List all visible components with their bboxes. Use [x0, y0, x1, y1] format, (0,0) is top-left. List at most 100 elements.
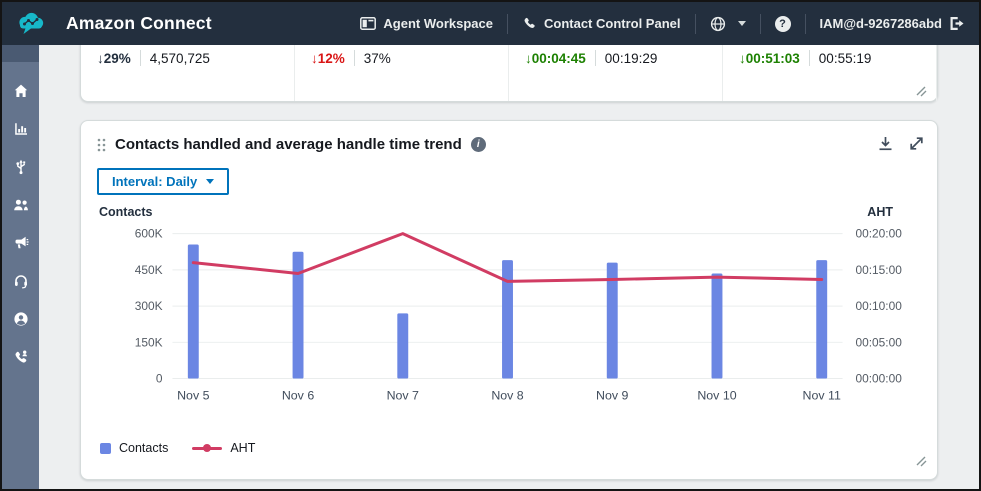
left-axis-tick: 450K	[135, 263, 163, 277]
x-axis-tick: Nov 5	[177, 388, 209, 402]
sign-out-icon[interactable]	[949, 16, 965, 31]
users-icon[interactable]	[13, 197, 29, 213]
aht-swatch-icon	[192, 444, 223, 452]
aht-line	[191, 232, 824, 283]
interval-dropdown[interactable]: Interval: Daily	[97, 168, 230, 195]
metric-percentage: 33% ↓12% 37%	[295, 45, 509, 101]
chart-actions	[877, 135, 925, 152]
metric-compare-value: 37%	[363, 50, 391, 66]
x-axis-tick: Nov 10	[697, 388, 736, 402]
metric-queue-time: 00:53:46 ↓00:51:03 00:55:19	[723, 45, 937, 101]
right-axis-tick: 00:15:00	[855, 263, 902, 277]
nav-separator	[804, 13, 806, 34]
metric-compare-value: 4,570,725	[149, 50, 210, 66]
app-title: Amazon Connect	[66, 13, 212, 33]
metric-delta: ↓29%	[97, 50, 131, 66]
summary-metrics-card: 3,246,425 ↓29% 4,570,725 33% ↓12% 37%	[80, 45, 938, 102]
contact-control-panel-label: Contact Control Panel	[543, 16, 681, 31]
card-resize-handle[interactable]	[915, 85, 927, 97]
metrics-icon[interactable]	[13, 121, 29, 137]
dashboard-content: 3,246,425 ↓29% 4,570,725 33% ↓12% 37%	[39, 45, 979, 489]
chevron-down-icon	[206, 179, 215, 184]
top-header: Amazon Connect Agent Workspace Contact C…	[2, 2, 979, 45]
trend-chart: 600K 00:20:00 450K 00:15:00 300K 00:10:00 150K…	[135, 227, 902, 403]
metric-big-value: 3,246,425	[97, 45, 284, 46]
legend-item-aht[interactable]: AHT	[192, 441, 255, 455]
metric-divider	[808, 50, 810, 66]
metric-divider	[594, 50, 596, 66]
card-resize-handle[interactable]	[915, 455, 927, 467]
customer-profiles-icon[interactable]	[13, 311, 29, 327]
contacts-bar	[187, 244, 199, 379]
chart-title: Contacts handled and average handle time…	[115, 136, 462, 153]
nav-separator	[506, 13, 508, 34]
x-axis-tick: Nov 9	[596, 388, 628, 402]
right-axis-tick: 00:00:00	[855, 372, 902, 386]
contact-control-panel-nav[interactable]: Contact Control Panel	[522, 16, 681, 31]
legend-contacts-label: Contacts	[119, 441, 169, 455]
main-area: 3,246,425 ↓29% 4,570,725 33% ↓12% 37%	[2, 45, 979, 489]
right-axis-tick: 00:10:00	[855, 299, 902, 313]
metric-big-value: 00:53:46	[739, 45, 926, 46]
globe-icon	[710, 16, 725, 31]
metric-compare-value: 00:19:29	[604, 50, 658, 66]
interval-label: Interval: Daily	[112, 174, 198, 189]
metric-delta: ↓00:51:03	[739, 50, 800, 66]
nav-separator	[759, 13, 761, 34]
legend-item-contacts[interactable]: Contacts	[100, 441, 168, 455]
x-axis-tick: Nov 8	[491, 388, 523, 402]
phone-icon	[524, 17, 535, 28]
trend-chart-card: Contacts handled and average handle time…	[80, 120, 938, 480]
left-axis-tick: 600K	[135, 227, 163, 241]
campaigns-megaphone-icon[interactable]	[13, 235, 29, 251]
user-id-label: IAM@d-9267286abd	[819, 16, 943, 31]
help-button[interactable]: ?	[774, 15, 791, 32]
metric-compare-value: 00:55:19	[818, 50, 872, 66]
chart-legend: Contacts AHT	[97, 441, 921, 455]
agent-workspace-nav[interactable]: Agent Workspace	[360, 16, 493, 31]
contacts-bar	[606, 262, 618, 379]
nav-separator	[694, 13, 696, 34]
home-icon[interactable]	[13, 83, 29, 99]
agent-workspace-label: Agent Workspace	[383, 16, 493, 31]
routing-icon[interactable]	[13, 159, 29, 175]
axis-labels: Contacts AHT	[99, 205, 893, 219]
left-axis-tick: 300K	[135, 299, 163, 313]
contacts-bar	[292, 251, 304, 379]
contacts-bar	[502, 260, 513, 379]
metric-divider	[139, 50, 141, 66]
amazon-connect-logo-icon[interactable]	[14, 9, 50, 39]
top-nav: Agent Workspace Contact Control Panel	[360, 13, 966, 34]
drag-handle-icon[interactable]	[97, 138, 106, 152]
download-icon[interactable]	[877, 135, 894, 152]
chevron-down-icon	[737, 21, 746, 26]
contacts-swatch-icon	[100, 442, 111, 454]
right-axis-tick: 00:20:00	[855, 227, 902, 241]
agents-headset-icon[interactable]	[13, 273, 29, 289]
x-axis-tick: Nov 7	[387, 388, 419, 402]
right-axis-label: AHT	[867, 205, 893, 219]
metric-divider	[353, 50, 355, 66]
left-axis-tick: 0	[156, 372, 163, 386]
left-axis-label: Contacts	[99, 205, 153, 219]
language-selector[interactable]	[710, 16, 746, 32]
metric-delta: ↓00:04:45	[525, 50, 586, 66]
left-sidebar	[2, 45, 39, 489]
contacts-phone-icon[interactable]	[13, 349, 29, 365]
legend-aht-label: AHT	[230, 441, 256, 455]
workspace-icon	[360, 17, 377, 30]
x-axis-tick: Nov 6	[282, 388, 314, 402]
help-icon: ?	[774, 15, 791, 32]
info-icon[interactable]: i	[470, 137, 486, 152]
user-account[interactable]: IAM@d-9267286abd	[820, 16, 966, 31]
left-axis-tick: 150K	[135, 335, 163, 349]
x-axis-tick: Nov 11	[803, 388, 841, 402]
chart-header: Contacts handled and average handle time…	[97, 136, 921, 153]
right-axis-tick: 00:05:00	[855, 335, 902, 349]
expand-icon[interactable]	[908, 135, 925, 152]
contacts-bar	[816, 260, 828, 379]
metric-big-value: 00:14:44	[525, 45, 712, 46]
contacts-bar	[711, 273, 723, 379]
metric-delta: ↓12%	[311, 50, 345, 66]
